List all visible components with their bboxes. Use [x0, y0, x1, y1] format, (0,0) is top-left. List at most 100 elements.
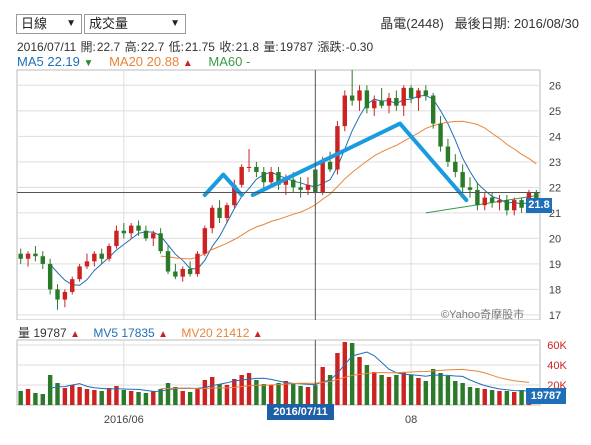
volume-tick-label: 60K	[547, 340, 567, 352]
legend-ma60: MA60 -	[208, 54, 250, 69]
candle-body	[438, 123, 443, 147]
candle-body	[416, 90, 421, 99]
price-tick-label: 17	[549, 310, 561, 320]
volume-bar	[467, 387, 473, 405]
pattern-line	[202, 172, 244, 197]
ma-legend: MA5 22.19 ▼ MA20 20.88 ▲ MA60 -	[17, 54, 262, 69]
mv5-label: MV5	[93, 326, 119, 340]
candle-body	[195, 253, 200, 275]
last-date: 2016/08/30	[513, 16, 579, 31]
volume-bar	[84, 389, 90, 405]
volume-bar	[335, 353, 340, 405]
volume-value: 19787	[279, 40, 314, 54]
legend-ma5: MA5 22.19 ▼	[17, 54, 93, 69]
volume-bar	[173, 387, 178, 405]
volume-bar	[283, 381, 289, 405]
candle-body	[482, 197, 487, 206]
volume-bar	[92, 390, 97, 405]
price-tick-label: 26	[549, 80, 561, 92]
candle-body	[99, 253, 104, 259]
volume-bar	[25, 389, 31, 405]
candle-body	[423, 90, 429, 96]
volume-bar	[151, 391, 156, 405]
volume-bar	[121, 390, 127, 405]
stock-name: 晶電(2448)	[380, 16, 444, 31]
chevron-down-icon: ▼	[170, 18, 180, 29]
candle-body	[158, 233, 163, 252]
time-tick-label: 2016/06	[104, 414, 144, 426]
volume-bar	[423, 381, 429, 405]
price-panel-frame	[16, 69, 541, 320]
candle-body	[202, 228, 208, 254]
low-label: 低:	[168, 40, 184, 54]
volume-bar	[217, 384, 222, 405]
candle-body	[364, 90, 370, 109]
candle-body	[519, 200, 524, 208]
candle-body	[276, 172, 281, 185]
volume-bar	[497, 391, 502, 405]
volume-label: 量:	[263, 40, 279, 54]
crosshair-date-tag: 2016/07/11	[267, 404, 334, 420]
ma60-value: -	[245, 54, 251, 69]
close-label: 收:	[219, 40, 235, 54]
candle-body	[165, 251, 171, 272]
volume-bar	[416, 378, 421, 405]
volume-bar	[62, 388, 68, 405]
high-label: 高:	[124, 40, 140, 54]
volume-bar	[209, 377, 215, 405]
volume-bar	[276, 383, 281, 405]
volume-bar	[180, 391, 185, 405]
legend-ma20: MA20 20.88 ▲	[109, 54, 193, 69]
volume-bar	[512, 392, 517, 405]
candle-body	[327, 161, 333, 170]
price-tick-label: 22	[549, 182, 561, 194]
volume-bar	[47, 375, 53, 405]
volume-bar	[291, 384, 296, 405]
candle-body	[239, 166, 244, 185]
price-tick-label: 23	[549, 157, 561, 169]
volume-bar	[224, 385, 230, 405]
high-value: 22.7	[140, 40, 165, 54]
volume-bar	[18, 391, 23, 405]
volume-bar	[128, 391, 134, 405]
current-volume-tag: 19787	[526, 388, 566, 404]
candle-body	[401, 87, 406, 106]
volume-bar	[246, 373, 252, 405]
low-value: 21.75	[184, 40, 215, 54]
candle-body	[209, 207, 215, 229]
volume-bar	[408, 375, 414, 405]
period-select[interactable]: 日線 ▼	[16, 14, 82, 34]
volume-bar	[99, 391, 104, 405]
candle-body	[246, 166, 252, 168]
volume-bar	[504, 391, 510, 405]
volume-bar	[475, 388, 480, 405]
legend-mv20: MV20 21412 ▲	[181, 326, 262, 340]
pattern-line	[250, 121, 469, 203]
price-tick-label: 25	[549, 106, 561, 118]
volume-bar	[379, 375, 384, 405]
candle-body	[187, 268, 193, 275]
volume-bar	[445, 376, 451, 405]
candle-body	[357, 90, 362, 101]
volume-bar	[372, 372, 377, 405]
price-tick-label: 18	[549, 284, 561, 296]
candle-body	[180, 268, 185, 277]
triangle-up-icon: ▲	[158, 329, 168, 340]
candle-body	[298, 187, 303, 190]
mv20-value: 21412	[216, 326, 250, 340]
candle-body	[394, 98, 399, 106]
candle-body	[232, 184, 237, 206]
indicator-select[interactable]: 成交量 ▼	[84, 14, 186, 34]
mv20-label: MV20	[181, 326, 213, 340]
candle-body	[70, 279, 75, 292]
candle-body	[268, 172, 274, 183]
candle-body	[217, 207, 222, 218]
candle-body	[408, 87, 414, 99]
close-value: 21.8	[235, 40, 260, 54]
candle-body	[283, 179, 289, 185]
candle-body	[386, 98, 392, 106]
candle-body	[84, 261, 90, 267]
candle-body	[92, 253, 97, 262]
